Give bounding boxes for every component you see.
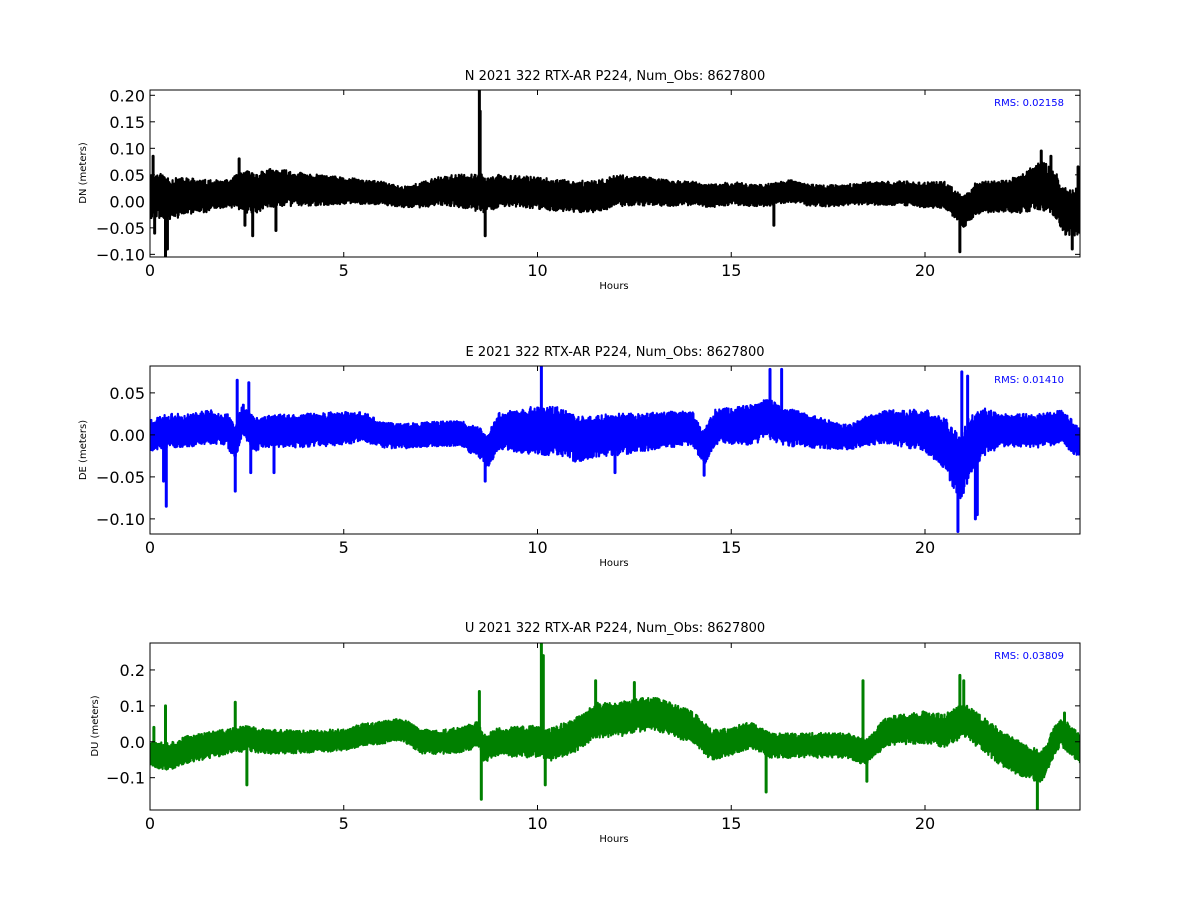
panel-u-ylabel: DU (meters) bbox=[90, 695, 101, 756]
x-tick-label: 15 bbox=[721, 261, 741, 280]
panel-e-xlabel: Hours bbox=[599, 558, 628, 569]
x-tick-label: 15 bbox=[721, 538, 741, 557]
y-tick-label: 0.15 bbox=[109, 113, 145, 132]
x-tick-label: 0 bbox=[145, 261, 155, 280]
x-tick-label: 20 bbox=[915, 814, 935, 833]
x-tick-label: 10 bbox=[527, 814, 547, 833]
panel-u: U 2021 322 RTX-AR P224, Num_Obs: 8627800… bbox=[90, 621, 1081, 845]
panel-n-series-line bbox=[150, 161, 1080, 237]
panel-n-rms-label: RMS: 0.02158 bbox=[994, 98, 1064, 109]
y-tick-label: −0.10 bbox=[96, 510, 145, 529]
panel-n-ticks: 0 5 10 15 20 −0.10 −0.05 0.00 0.05 0.10 0.15 0.20 bbox=[96, 86, 1080, 280]
y-tick-label: 0.05 bbox=[109, 166, 145, 185]
x-tick-label: 5 bbox=[339, 261, 349, 280]
y-tick-label: 0.05 bbox=[109, 384, 145, 403]
panel-e-title: E 2021 322 RTX-AR P224, Num_Obs: 8627800 bbox=[466, 345, 765, 360]
x-tick-label: 5 bbox=[339, 538, 349, 557]
x-tick-label: 20 bbox=[915, 538, 935, 557]
y-tick-label: 0.20 bbox=[109, 86, 145, 105]
panel-e-ticks: 0 5 10 15 20 −0.10 −0.05 0.00 0.05 bbox=[96, 366, 1080, 557]
panel-n: N 2021 322 RTX-AR P224, Num_Obs: 8627800… bbox=[78, 69, 1081, 292]
y-tick-label: 0.1 bbox=[120, 697, 145, 716]
panel-e-ylabel: DE (meters) bbox=[78, 420, 89, 480]
y-tick-label: −0.05 bbox=[96, 468, 145, 487]
panel-n-title: N 2021 322 RTX-AR P224, Num_Obs: 8627800 bbox=[465, 69, 765, 84]
x-tick-label: 15 bbox=[721, 814, 741, 833]
x-tick-label: 5 bbox=[339, 814, 349, 833]
panel-u-ticks: 0 5 10 15 20 −0.1 0.0 0.1 0.2 bbox=[106, 643, 1080, 833]
panel-n-frame bbox=[149, 89, 1081, 258]
panel-e-rms-label: RMS: 0.01410 bbox=[994, 375, 1064, 386]
panel-u-title: U 2021 322 RTX-AR P224, Num_Obs: 8627800 bbox=[465, 621, 765, 636]
panel-u-plot bbox=[150, 643, 1080, 810]
panel-u-rms-label: RMS: 0.03809 bbox=[994, 651, 1064, 662]
x-tick-label: 0 bbox=[145, 814, 155, 833]
x-tick-label: 10 bbox=[527, 538, 547, 557]
y-tick-label: 0.00 bbox=[109, 426, 145, 445]
panel-n-plot bbox=[150, 90, 1080, 257]
panel-e-frame bbox=[149, 365, 1081, 535]
panel-e-plot bbox=[150, 366, 1080, 533]
x-tick-label: 20 bbox=[915, 261, 935, 280]
y-tick-label: 0.10 bbox=[109, 139, 145, 158]
x-tick-label: 0 bbox=[145, 538, 155, 557]
panel-n-xlabel: Hours bbox=[599, 281, 628, 292]
y-tick-label: 0.00 bbox=[109, 192, 145, 211]
panel-u-xlabel: Hours bbox=[599, 834, 628, 845]
y-tick-label: −0.1 bbox=[106, 769, 145, 788]
panel-e: E 2021 322 RTX-AR P224, Num_Obs: 8627800… bbox=[78, 345, 1081, 569]
panel-n-ylabel: DN (meters) bbox=[78, 142, 89, 204]
y-tick-label: −0.05 bbox=[96, 219, 145, 238]
panel-u-frame bbox=[149, 642, 1081, 811]
x-tick-label: 10 bbox=[527, 261, 547, 280]
y-tick-label: −0.10 bbox=[96, 245, 145, 264]
panel-u-series-line bbox=[150, 696, 1080, 783]
y-tick-label: 0.2 bbox=[120, 661, 145, 680]
y-tick-label: 0.0 bbox=[120, 733, 145, 752]
